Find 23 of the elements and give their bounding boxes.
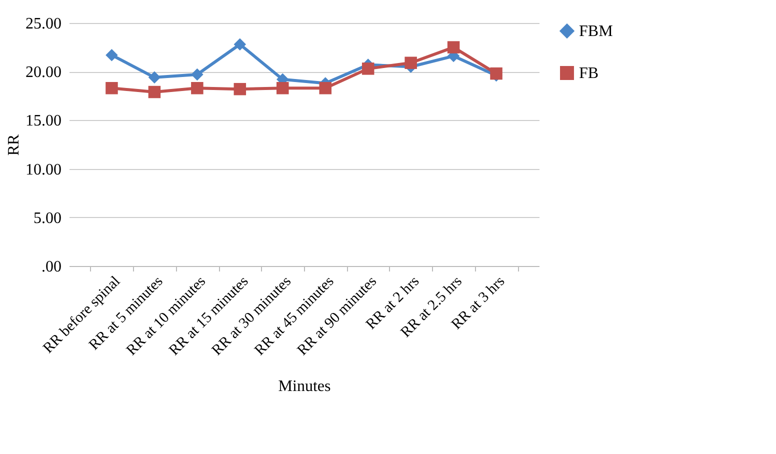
point [319,82,332,94]
y-tick-label: 5.00 [34,210,62,227]
point [276,82,289,94]
y-tick-label: 20.00 [26,64,62,82]
legend-label: FBM [579,23,613,40]
y-tick-label: 25.00 [26,16,62,32]
point [234,82,246,96]
point [106,82,118,94]
point [191,82,204,94]
point [234,38,246,51]
point [191,68,204,81]
point [447,41,460,54]
point [148,86,161,98]
point [404,56,417,69]
legend-label: FB [579,65,599,82]
y-tick-label: 15.00 [26,112,62,130]
point [362,62,374,75]
y-tick-label: .00 [42,258,62,276]
y-axis-title: RR [6,134,22,156]
x-axis-title: Minutes [278,378,331,396]
point [148,71,161,84]
point [106,48,118,62]
y-tick-label: 10.00 [26,161,62,178]
